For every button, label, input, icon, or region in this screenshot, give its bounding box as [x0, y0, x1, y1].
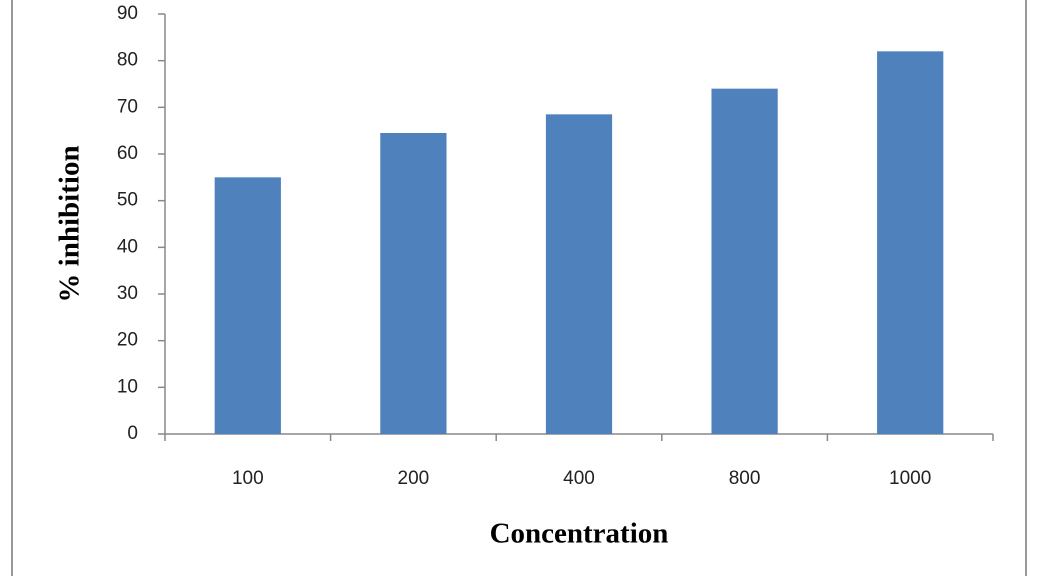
- y-axis-title: % inhibition: [54, 145, 86, 302]
- y-tick-label: 80: [117, 50, 138, 71]
- bar: [545, 114, 613, 434]
- chart-frame: [11, 0, 1027, 576]
- y-tick-label: 20: [117, 330, 138, 351]
- bar: [877, 51, 944, 434]
- y-tick-label: 60: [117, 143, 138, 164]
- x-tick-label: 200: [398, 468, 430, 489]
- x-tick-label: 1000: [889, 468, 931, 489]
- y-tick-label: 30: [117, 283, 138, 304]
- bar: [380, 133, 447, 434]
- x-tick-label: 100: [232, 468, 264, 489]
- y-tick-label: 50: [117, 190, 138, 211]
- x-tick-label: 800: [729, 468, 761, 489]
- x-tick-label: 400: [563, 468, 595, 489]
- y-tick-label: 70: [117, 96, 138, 117]
- bar: [711, 88, 778, 435]
- bar: [214, 177, 281, 435]
- x-axis-title: Concentration: [490, 518, 669, 550]
- y-tick-label: 40: [117, 236, 138, 257]
- y-tick-label: 90: [117, 3, 138, 24]
- y-tick-label: 0: [127, 423, 138, 444]
- y-tick-label: 10: [117, 376, 138, 397]
